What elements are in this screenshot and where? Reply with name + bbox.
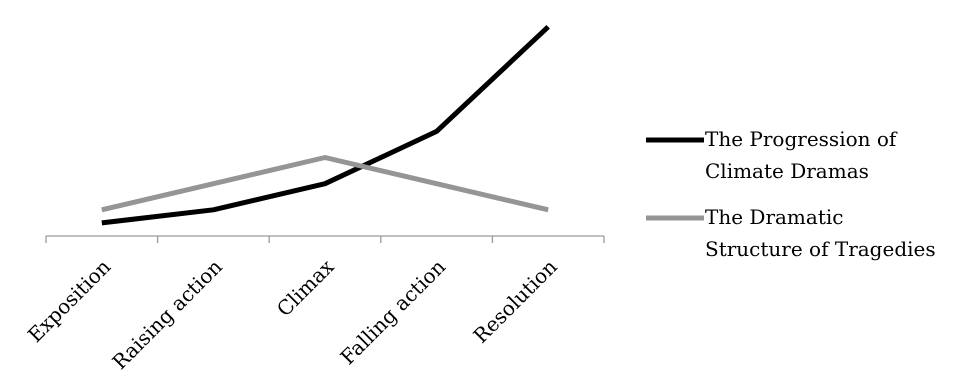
x-tick-label: Resolution (469, 254, 562, 347)
x-tick-label: Climax (272, 254, 339, 321)
legend-label-2: Structure of Tragedies (705, 237, 936, 261)
x-axis (45, 235, 605, 243)
x-tick-label: Falling action (335, 254, 450, 369)
legend: The Progression of Climate Dramas The Dram… (646, 127, 936, 261)
series-line-1 (101, 24, 550, 226)
legend-label-1: The Progression of (705, 127, 898, 151)
series-line-2 (101, 155, 549, 213)
legend-label-2: The Dramatic (705, 205, 843, 229)
legend-label-1: Climate Dramas (705, 159, 869, 183)
series-layer (101, 24, 550, 226)
x-tick-label: Exposition (23, 254, 116, 347)
x-tick-label: Raising action (107, 254, 227, 374)
